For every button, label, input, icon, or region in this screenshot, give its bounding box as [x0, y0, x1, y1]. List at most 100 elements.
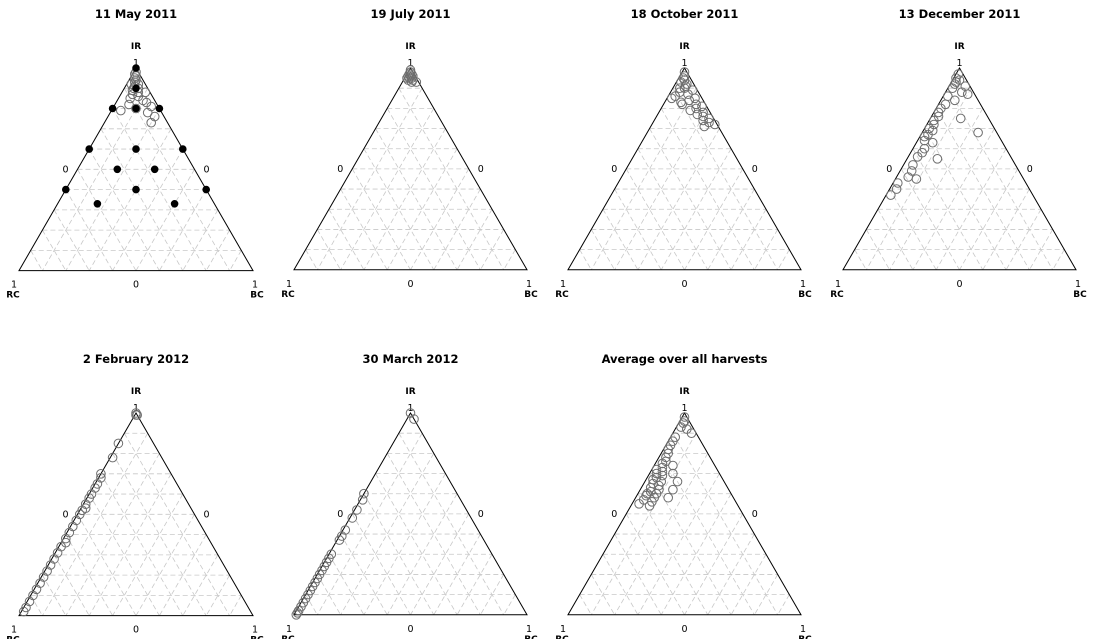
gridline: [660, 493, 732, 615]
data-point: [31, 584, 42, 595]
gridline: [77, 169, 137, 271]
data-point: [292, 608, 303, 618]
gridline: [912, 128, 995, 270]
gridline: [660, 148, 732, 270]
panel-title: 11 May 2011: [95, 7, 177, 21]
gridline: [672, 87, 779, 270]
gridline: [328, 554, 365, 615]
gridline: [777, 249, 790, 270]
data-point: [886, 190, 896, 200]
data-point: [125, 93, 135, 104]
data-point: [634, 499, 644, 509]
gridline: [684, 513, 744, 615]
tick-label-left-min: 0: [337, 509, 343, 520]
data-point: [61, 537, 71, 548]
gridline: [135, 169, 195, 271]
gridline: [456, 554, 493, 615]
gridline: [579, 249, 592, 270]
data-point: [932, 154, 943, 164]
tick-label-ir-max: 1: [407, 58, 413, 69]
data-point: [42, 566, 52, 576]
data-point: [96, 473, 106, 483]
corner-label-bc: BC: [1073, 290, 1087, 300]
tick-label-ir-max: 1: [956, 58, 962, 69]
gridline: [328, 209, 365, 270]
gridline: [660, 453, 755, 615]
gridline: [924, 128, 1007, 270]
gridline: [375, 473, 458, 615]
data-point: [685, 105, 696, 116]
tick-label-left-min: 0: [62, 509, 68, 520]
gridline: [730, 554, 767, 615]
data-point: [657, 470, 668, 481]
gridline: [100, 128, 184, 271]
data-point: [911, 174, 922, 184]
tick-label-bc-max: 1: [252, 280, 258, 291]
data-point: [929, 115, 939, 126]
data-point: [668, 460, 678, 471]
tick-label-right-min: 0: [1027, 164, 1033, 175]
data-point: [962, 89, 973, 99]
tick-label-rc-max: 1: [560, 624, 566, 635]
data-point: [359, 488, 369, 499]
gridline: [410, 513, 470, 615]
gridline: [637, 128, 720, 270]
data-point: [52, 548, 63, 558]
gridline: [363, 473, 446, 615]
tick-label-ir-max: 1: [681, 58, 687, 69]
gridline: [351, 168, 411, 270]
gridline: [503, 249, 516, 270]
tick-label-bc-max: 1: [526, 624, 532, 635]
panel-title: Average over all harvests: [602, 352, 768, 366]
data-point: [950, 95, 960, 106]
tick-label-left-min: 0: [611, 509, 617, 520]
data-point: [704, 113, 714, 124]
tick-label-bottom-min: 0: [407, 624, 413, 635]
design-point: [170, 200, 179, 208]
corner-label-rc: RC: [555, 635, 569, 639]
tick-label-bottom-min: 0: [681, 279, 687, 290]
tick-label-bc-max: 1: [800, 279, 806, 290]
gridline: [363, 128, 446, 270]
data-point: [131, 103, 141, 114]
data-point: [80, 503, 91, 514]
gridline: [30, 250, 43, 271]
design-point: [108, 104, 117, 113]
gridline: [877, 209, 914, 270]
data-point: [927, 137, 938, 148]
gridline: [123, 433, 230, 616]
design-point: [150, 165, 159, 174]
data-point: [683, 89, 693, 99]
gridline: [100, 473, 184, 616]
gridline: [386, 108, 481, 270]
design-point: [93, 200, 102, 208]
design-point: [132, 185, 140, 194]
data-point: [49, 554, 59, 564]
data-point: [651, 464, 662, 475]
data-point: [657, 466, 668, 477]
gridline: [730, 209, 767, 270]
data-point: [340, 525, 351, 535]
data-point: [677, 99, 688, 110]
data-point: [45, 560, 56, 570]
tick-label-right-min: 0: [478, 164, 484, 175]
triangle-frame: [18, 67, 254, 272]
tick-label-rc-max: 1: [11, 625, 17, 636]
corner-label-bc: BC: [524, 290, 538, 300]
data-point: [347, 513, 358, 523]
gridline: [77, 514, 137, 616]
gridline: [398, 87, 505, 270]
triangle-frame: [842, 67, 1077, 271]
tick-label-rc-max: 1: [286, 279, 292, 290]
gridline: [123, 88, 230, 271]
data-point: [690, 93, 700, 104]
design-point: [132, 145, 140, 153]
gridline: [65, 453, 160, 616]
triangle-frame: [567, 67, 802, 271]
gridline: [316, 432, 423, 615]
tick-label-bottom-min: 0: [681, 624, 687, 635]
tick-label-right-min: 0: [752, 164, 758, 175]
